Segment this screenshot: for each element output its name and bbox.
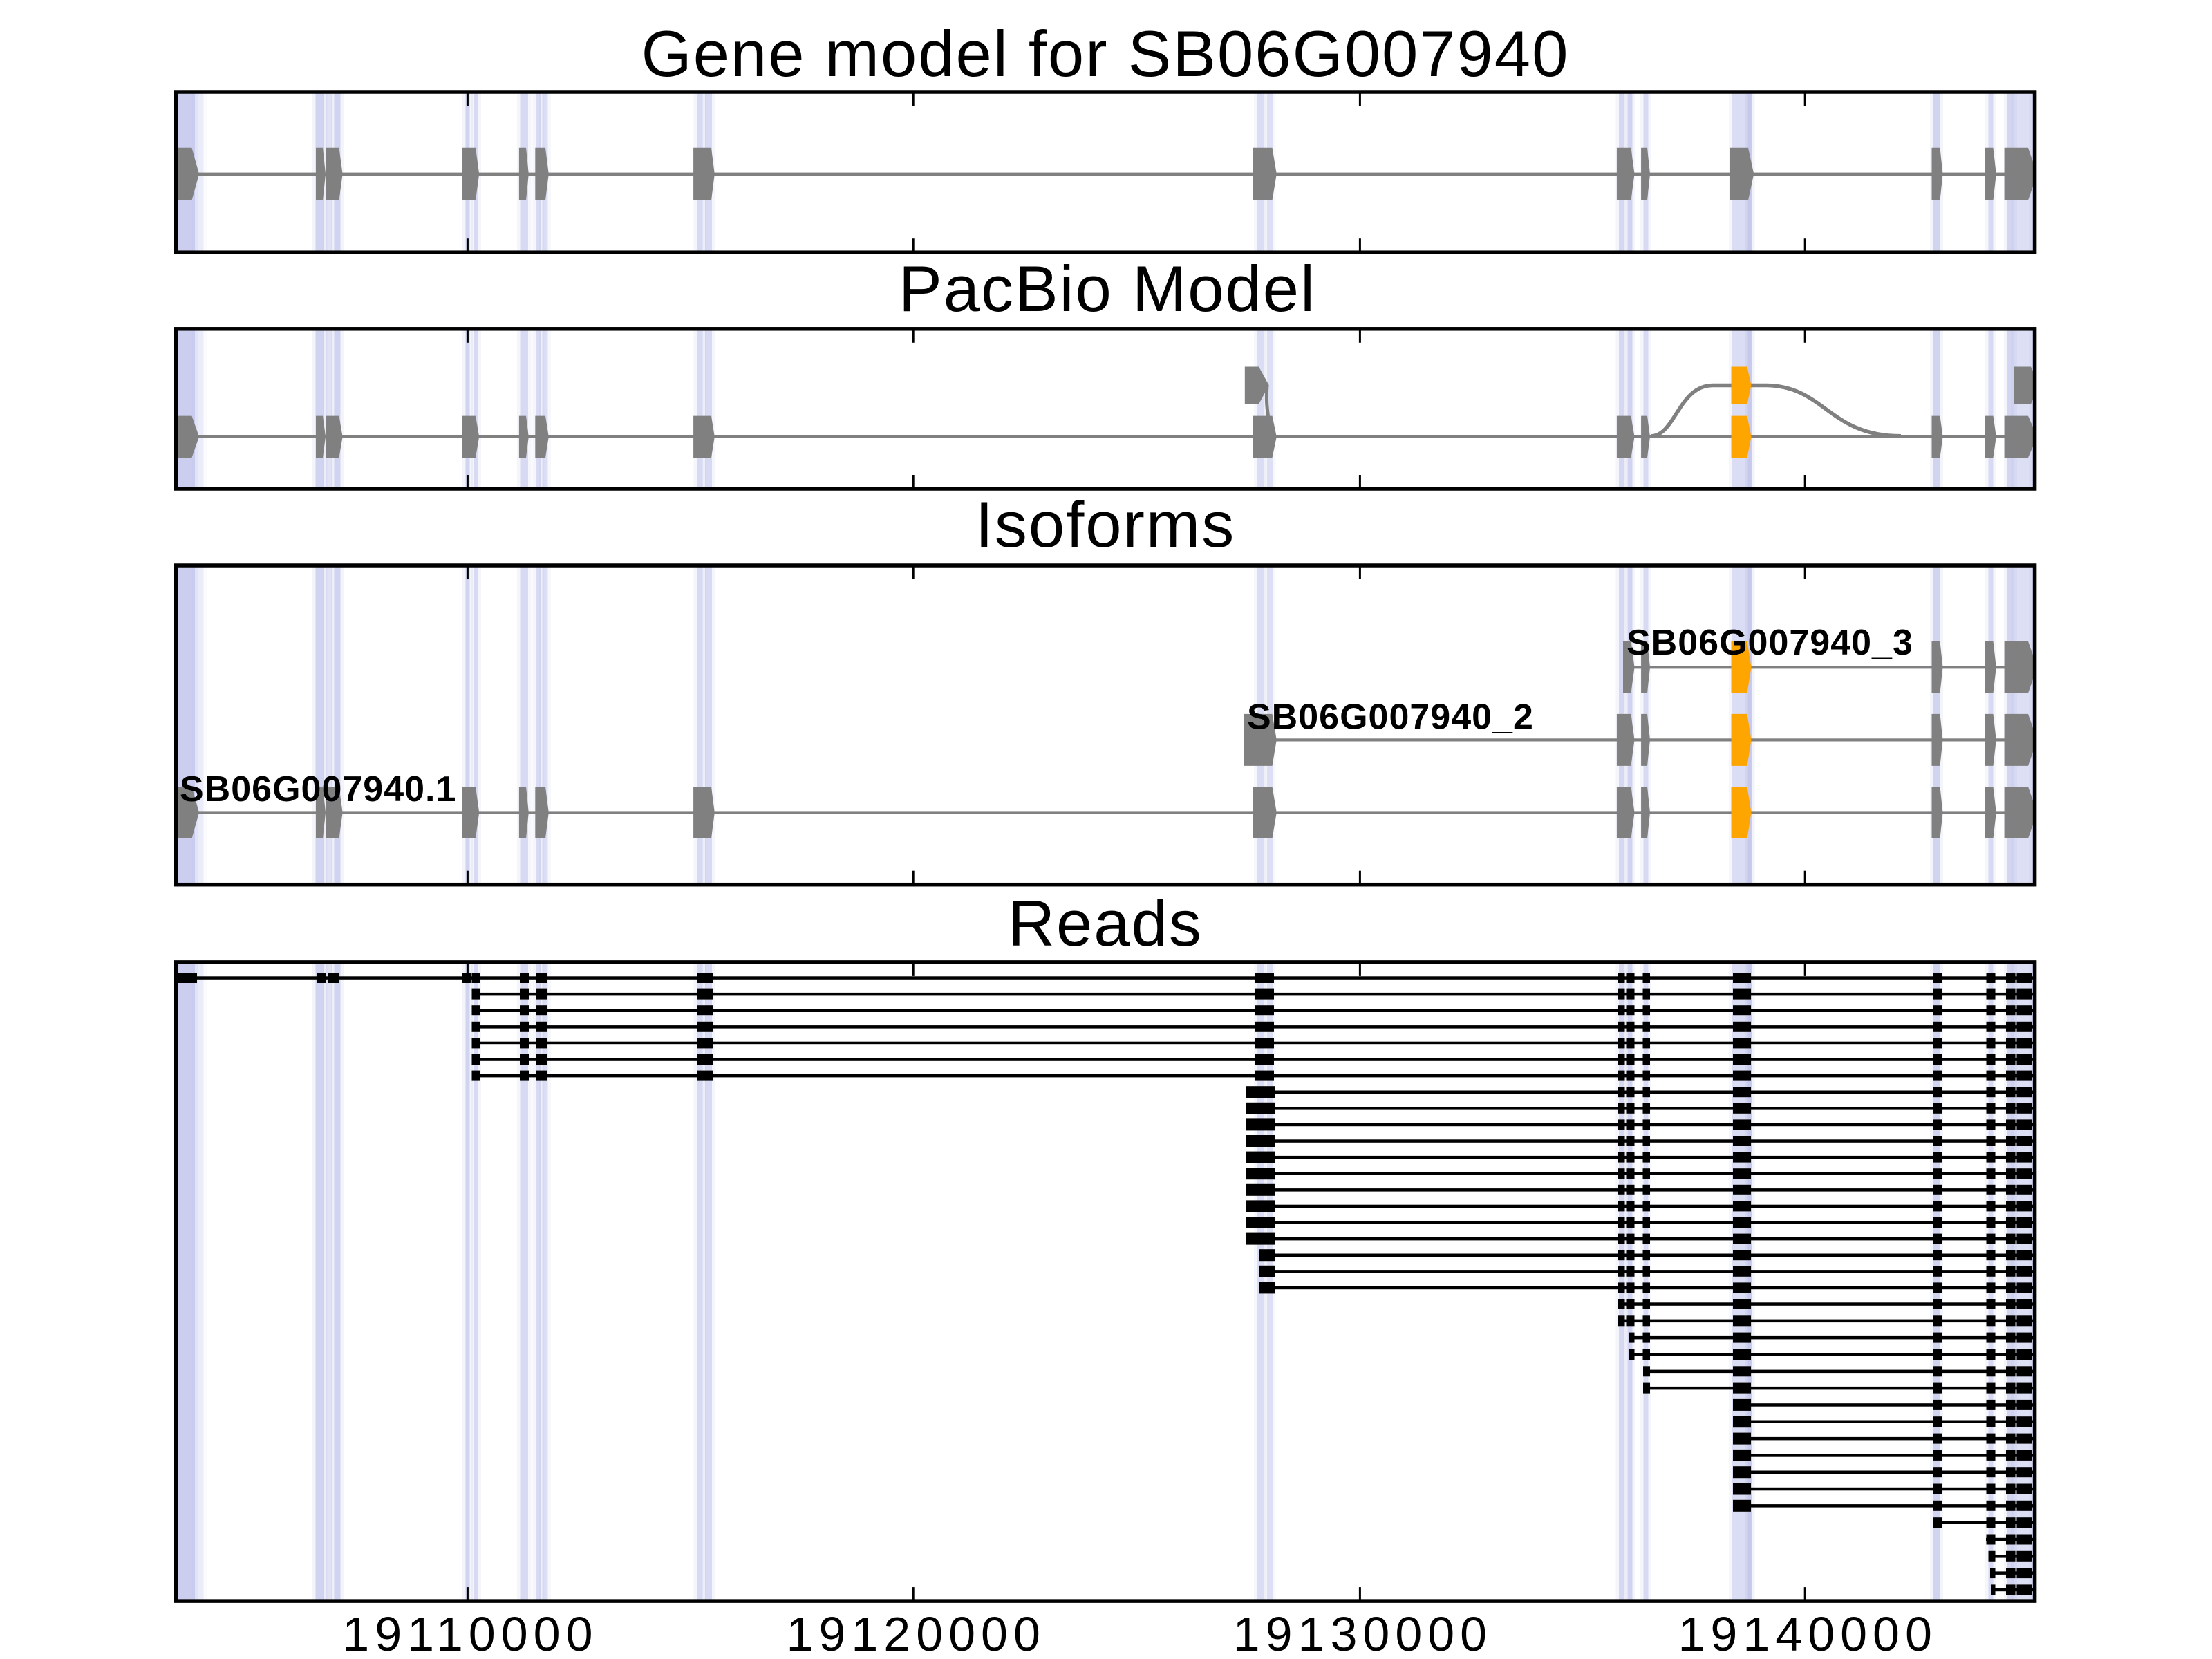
svg-text:SB06G007940_2: SB06G007940_2 bbox=[1247, 697, 1534, 738]
svg-text:19110000: 19110000 bbox=[342, 1607, 598, 1659]
svg-text:PacBio Model: PacBio Model bbox=[899, 252, 1316, 325]
svg-text:Reads: Reads bbox=[1008, 887, 1203, 959]
svg-text:Gene model for SB06G007940: Gene model for SB06G007940 bbox=[641, 17, 1570, 90]
svg-text:SB06G007940.1: SB06G007940.1 bbox=[180, 769, 456, 809]
svg-text:19120000: 19120000 bbox=[786, 1607, 1045, 1659]
svg-text:SB06G007940_3: SB06G007940_3 bbox=[1627, 623, 1913, 663]
svg-text:19140000: 19140000 bbox=[1678, 1607, 1937, 1659]
svg-text:19130000: 19130000 bbox=[1233, 1607, 1492, 1659]
svg-text:Isoforms: Isoforms bbox=[975, 488, 1235, 561]
